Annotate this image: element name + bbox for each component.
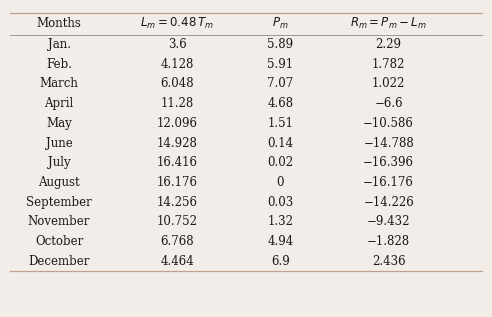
Text: 0.14: 0.14 xyxy=(267,137,294,150)
Text: 4.464: 4.464 xyxy=(160,255,194,268)
Text: 0.02: 0.02 xyxy=(267,156,294,169)
Text: 14.928: 14.928 xyxy=(156,137,198,150)
Text: 16.416: 16.416 xyxy=(156,156,198,169)
Text: July: July xyxy=(48,156,70,169)
Text: $\mathit{P}_{m}$: $\mathit{P}_{m}$ xyxy=(272,16,289,31)
Text: May: May xyxy=(46,117,72,130)
Text: 14.256: 14.256 xyxy=(156,196,198,209)
Text: −6.6: −6.6 xyxy=(374,97,403,110)
Text: 0: 0 xyxy=(277,176,284,189)
Text: 12.096: 12.096 xyxy=(156,117,198,130)
Text: 6.048: 6.048 xyxy=(160,77,194,90)
Text: April: April xyxy=(44,97,74,110)
Text: 1.782: 1.782 xyxy=(372,58,405,71)
Text: 2.29: 2.29 xyxy=(376,38,401,51)
Text: −14.788: −14.788 xyxy=(363,137,414,150)
Text: 4.128: 4.128 xyxy=(160,58,194,71)
Text: 6.9: 6.9 xyxy=(271,255,290,268)
Text: 4.68: 4.68 xyxy=(267,97,294,110)
Text: −14.226: −14.226 xyxy=(363,196,414,209)
Text: 5.91: 5.91 xyxy=(267,58,294,71)
Text: March: March xyxy=(39,77,79,90)
Text: −16.396: −16.396 xyxy=(363,156,414,169)
Text: 11.28: 11.28 xyxy=(160,97,194,110)
Text: 3.6: 3.6 xyxy=(168,38,186,51)
Text: 7.07: 7.07 xyxy=(267,77,294,90)
Text: 5.89: 5.89 xyxy=(267,38,294,51)
Text: 0.03: 0.03 xyxy=(267,196,294,209)
Text: 1.32: 1.32 xyxy=(268,215,293,228)
Text: December: December xyxy=(29,255,90,268)
Text: August: August xyxy=(38,176,80,189)
Text: −1.828: −1.828 xyxy=(367,235,410,248)
Text: 10.752: 10.752 xyxy=(156,215,198,228)
Text: Months: Months xyxy=(36,17,82,30)
Text: June: June xyxy=(46,137,72,150)
Text: $\mathit{L}_{m}=0.48\,\mathit{T}_{m}$: $\mathit{L}_{m}=0.48\,\mathit{T}_{m}$ xyxy=(140,16,214,31)
Text: September: September xyxy=(26,196,92,209)
Text: $\mathit{R}_{m}=\mathit{P}_{m}-\mathit{L}_{m}$: $\mathit{R}_{m}=\mathit{P}_{m}-\mathit{L… xyxy=(350,16,427,31)
Text: −10.586: −10.586 xyxy=(363,117,414,130)
Text: 1.51: 1.51 xyxy=(268,117,293,130)
Text: November: November xyxy=(28,215,90,228)
Text: October: October xyxy=(35,235,83,248)
Text: 1.022: 1.022 xyxy=(372,77,405,90)
Text: 2.436: 2.436 xyxy=(372,255,405,268)
Text: 6.768: 6.768 xyxy=(160,235,194,248)
Text: Jan.: Jan. xyxy=(48,38,70,51)
Text: 16.176: 16.176 xyxy=(156,176,198,189)
Text: −9.432: −9.432 xyxy=(367,215,410,228)
Text: −16.176: −16.176 xyxy=(363,176,414,189)
Text: Feb.: Feb. xyxy=(46,58,72,71)
Text: 4.94: 4.94 xyxy=(267,235,294,248)
